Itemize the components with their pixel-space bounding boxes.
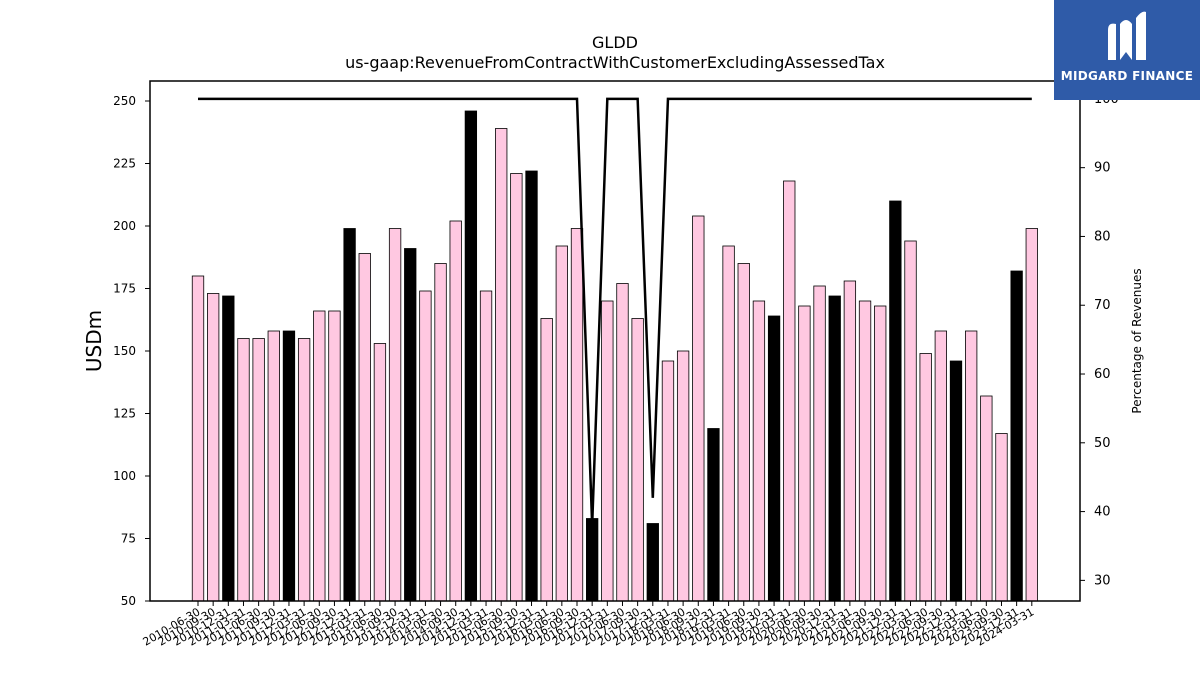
y-tick-label: 50	[121, 594, 136, 608]
bar	[404, 248, 417, 602]
y-tick-label: 75	[121, 532, 136, 546]
y-tick-label: 150	[113, 344, 136, 358]
logo-mark-icon	[1108, 11, 1146, 61]
bar	[343, 228, 356, 602]
bar	[222, 295, 235, 602]
bar	[540, 318, 553, 602]
bar	[767, 315, 781, 602]
y-axis-label: USDm	[82, 310, 106, 372]
bar	[237, 338, 250, 602]
y2-tick-label: 30	[1094, 573, 1111, 588]
y-tick-label: 250	[113, 94, 136, 108]
bar	[828, 295, 841, 602]
y-tick-label: 225	[113, 157, 136, 171]
y-tick-label: 200	[113, 219, 136, 233]
chart-subtitle: us-gaap:RevenueFromContractWithCustomerE…	[345, 53, 885, 72]
bar	[661, 360, 675, 602]
bar	[495, 128, 508, 602]
bar	[479, 290, 493, 602]
y2-tick-label: 40	[1094, 505, 1111, 520]
bar	[434, 263, 447, 602]
bar	[783, 180, 796, 602]
bar	[722, 245, 735, 602]
bar	[934, 330, 947, 602]
bar	[449, 220, 462, 602]
bar	[843, 280, 857, 602]
bar	[631, 318, 644, 602]
logo-text: MIDGARD FINANCE	[1060, 69, 1194, 83]
percentage-line	[198, 97, 1032, 526]
bar	[586, 518, 599, 602]
bar	[570, 228, 584, 602]
bar	[373, 343, 387, 602]
bars-group	[191, 110, 1038, 602]
bar	[965, 330, 978, 602]
bar	[707, 428, 720, 602]
bar	[616, 283, 629, 602]
plot-frame	[149, 80, 1081, 602]
bar	[555, 245, 568, 602]
brand-logo: MIDGARD FINANCE	[1054, 0, 1200, 100]
bar	[464, 110, 478, 602]
bar	[252, 338, 265, 602]
bar	[510, 173, 523, 602]
bar	[358, 253, 371, 602]
bar	[813, 285, 826, 602]
bar	[313, 310, 326, 602]
bar	[980, 395, 993, 602]
chart-title: GLDD	[592, 33, 638, 52]
bar	[904, 240, 917, 602]
bar	[1010, 270, 1023, 602]
y-tick-label: 175	[113, 282, 136, 296]
y-tick-label: 100	[113, 469, 136, 483]
y2-axis-label: Percentage of Revenues	[1130, 268, 1144, 413]
y-axis-right: 30405060708090100	[1080, 92, 1119, 588]
y2-tick-label: 70	[1094, 298, 1111, 313]
bar	[874, 305, 887, 602]
bar	[646, 523, 659, 602]
bar	[207, 293, 220, 602]
bar	[889, 200, 902, 602]
bar	[737, 263, 750, 602]
y2-tick-label: 60	[1094, 367, 1111, 382]
bar	[282, 330, 296, 602]
bar	[995, 433, 1008, 602]
bar	[388, 228, 402, 602]
bar	[191, 275, 205, 602]
bar	[676, 350, 690, 602]
bar	[858, 300, 872, 602]
bar	[752, 300, 766, 602]
bar	[798, 305, 811, 602]
x-axis: 2010-06-302010-09-302010-12-312011-03-31…	[141, 601, 1036, 649]
bar	[328, 310, 341, 602]
y2-tick-label: 80	[1094, 229, 1111, 244]
bar	[949, 360, 963, 602]
bar	[419, 290, 432, 602]
y-tick-label: 125	[113, 407, 136, 421]
percentage-line-group	[198, 97, 1032, 526]
y2-tick-label: 90	[1094, 161, 1111, 176]
y-axis-left: 50 75 100 125 150 175 200 225 250	[113, 94, 150, 608]
bar	[1025, 228, 1038, 602]
y2-tick-label: 50	[1094, 436, 1111, 451]
bar	[919, 353, 932, 602]
bar	[692, 215, 705, 602]
bar	[601, 300, 614, 602]
bar	[267, 330, 280, 602]
bar	[525, 170, 538, 602]
bar	[297, 338, 311, 602]
